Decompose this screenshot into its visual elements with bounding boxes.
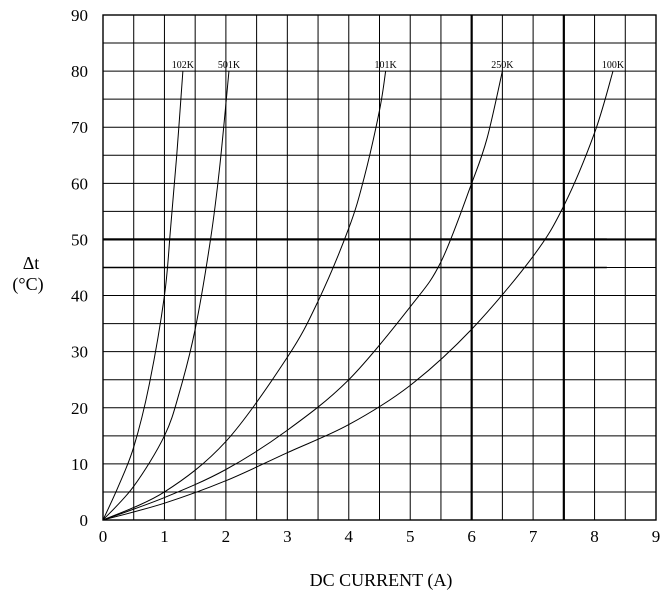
x-tick-label: 3 — [283, 527, 292, 546]
y-axis-title-symbol: Δt — [23, 253, 40, 273]
x-tick-label: 6 — [467, 527, 476, 546]
series-line-102K — [102, 71, 184, 521]
x-axis-title: DC CURRENT (A) — [310, 570, 453, 591]
x-tick-label: 5 — [406, 527, 415, 546]
x-tick-label: 4 — [345, 527, 354, 546]
y-axis-title-unit: (°C) — [12, 274, 43, 295]
y-tick-label: 40 — [71, 287, 88, 306]
y-tick-label: 70 — [71, 118, 88, 137]
series-label-250K: 250K — [491, 60, 514, 71]
y-tick-label: 60 — [71, 174, 88, 193]
x-tick-label: 7 — [529, 527, 538, 546]
series-line-101K — [102, 71, 387, 521]
y-tick-label: 20 — [71, 399, 88, 418]
grid — [102, 14, 657, 521]
plot-frame — [102, 14, 657, 521]
x-tick-label: 1 — [160, 527, 169, 546]
x-tick-label: 2 — [222, 527, 231, 546]
series-labels: 102K 501K 101K 250K 100K — [172, 60, 625, 71]
y-tick-label: 90 — [71, 6, 88, 25]
x-tick-label: 8 — [590, 527, 599, 546]
x-tick-labels: 0 1 2 3 4 5 6 7 8 9 — [99, 527, 661, 546]
curves — [102, 70, 614, 521]
y-tick-label: 30 — [71, 343, 88, 362]
series-line-100K — [102, 70, 614, 521]
y-tick-labels: 0 10 20 30 40 50 60 70 80 90 — [71, 6, 88, 530]
y-tick-label: 80 — [71, 62, 88, 81]
series-line-501K — [102, 71, 230, 521]
y-tick-label: 10 — [71, 455, 88, 474]
y-tick-label: 50 — [71, 230, 88, 249]
x-tick-label: 0 — [99, 527, 108, 546]
series-label-101K: 101K — [375, 60, 398, 71]
y-tick-label: 0 — [80, 511, 89, 530]
series-label-102K: 102K — [172, 60, 195, 71]
series-line-250K — [102, 70, 503, 521]
x-tick-label: 9 — [652, 527, 661, 546]
series-label-100K: 100K — [602, 60, 625, 71]
series-label-501K: 501K — [218, 60, 241, 71]
